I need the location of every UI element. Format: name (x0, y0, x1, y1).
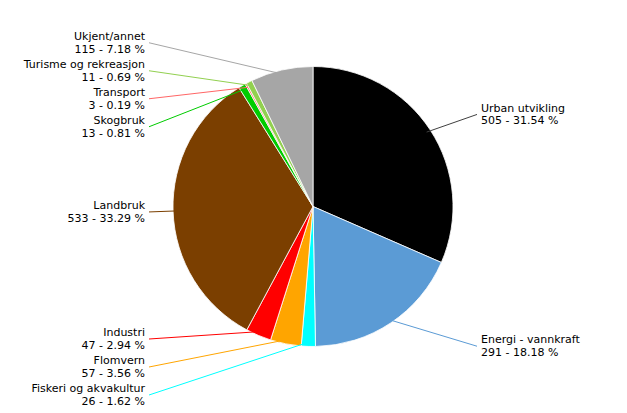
leader-line (427, 114, 477, 132)
value-label: 3 - 0.19 % (89, 99, 145, 112)
data-label: Flomvern57 - 3.56 % (82, 354, 145, 380)
value-label: 533 - 33.29 % (68, 212, 145, 225)
data-label: Transport3 - 0.19 % (89, 86, 146, 112)
slice-label: Skogbruk (93, 114, 145, 127)
slice-label: Flomvern (94, 354, 145, 367)
slice-label: Landbruk (93, 199, 145, 212)
leader-line (149, 332, 260, 339)
chart: Urban utvikling505 - 31.54 % Energi - van… (0, 0, 627, 413)
value-label: 11 - 0.69 % (82, 71, 145, 84)
slice-label: Urban utvikling (481, 102, 565, 115)
leader-line (149, 211, 177, 212)
slice (252, 67, 313, 207)
leader-line (149, 43, 283, 74)
leader-line (388, 319, 477, 346)
slice-label: Ukjent/annet (74, 30, 146, 43)
leader-line (149, 87, 248, 98)
data-label: Industri47 - 2.94 % (82, 326, 145, 352)
data-label: Landbruk533 - 33.29 % (68, 199, 146, 225)
value-label: 26 - 1.62 % (82, 395, 145, 408)
slice-label: Industri (103, 326, 145, 339)
data-label: Fiskeri og akvakultur26 - 1.62 % (31, 382, 145, 408)
data-label: Ukjent/annet115 - 7.18 % (74, 30, 146, 56)
slice-label: Energi - vannkraft (481, 333, 581, 346)
leader-line (149, 340, 287, 367)
data-label: Skogbruk13 - 0.81 % (82, 114, 146, 140)
pie (173, 67, 453, 347)
slice-label: Transport (92, 86, 145, 99)
leader-line (149, 89, 244, 126)
labels: Urban utvikling505 - 31.54 % Energi - van… (23, 30, 581, 408)
value-label: 505 - 31.54 % (481, 114, 558, 127)
slice (313, 207, 441, 347)
value-label: 13 - 0.81 % (82, 127, 145, 140)
leader-line (149, 342, 308, 395)
value-label: 291 - 18.18 % (481, 346, 558, 359)
slice-label: Turisme og rekreasjon (23, 58, 145, 71)
data-label: Turisme og rekreasjon11 - 0.69 % (23, 58, 145, 84)
value-label: 115 - 7.18 % (75, 43, 145, 56)
value-label: 57 - 3.56 % (82, 367, 145, 380)
data-label: Urban utvikling505 - 31.54 % (481, 102, 565, 128)
slice-label: Fiskeri og akvakultur (31, 382, 145, 395)
value-label: 47 - 2.94 % (82, 339, 145, 352)
leader-line (149, 71, 251, 86)
data-label: Energi - vannkraft291 - 18.18 % (481, 333, 581, 359)
